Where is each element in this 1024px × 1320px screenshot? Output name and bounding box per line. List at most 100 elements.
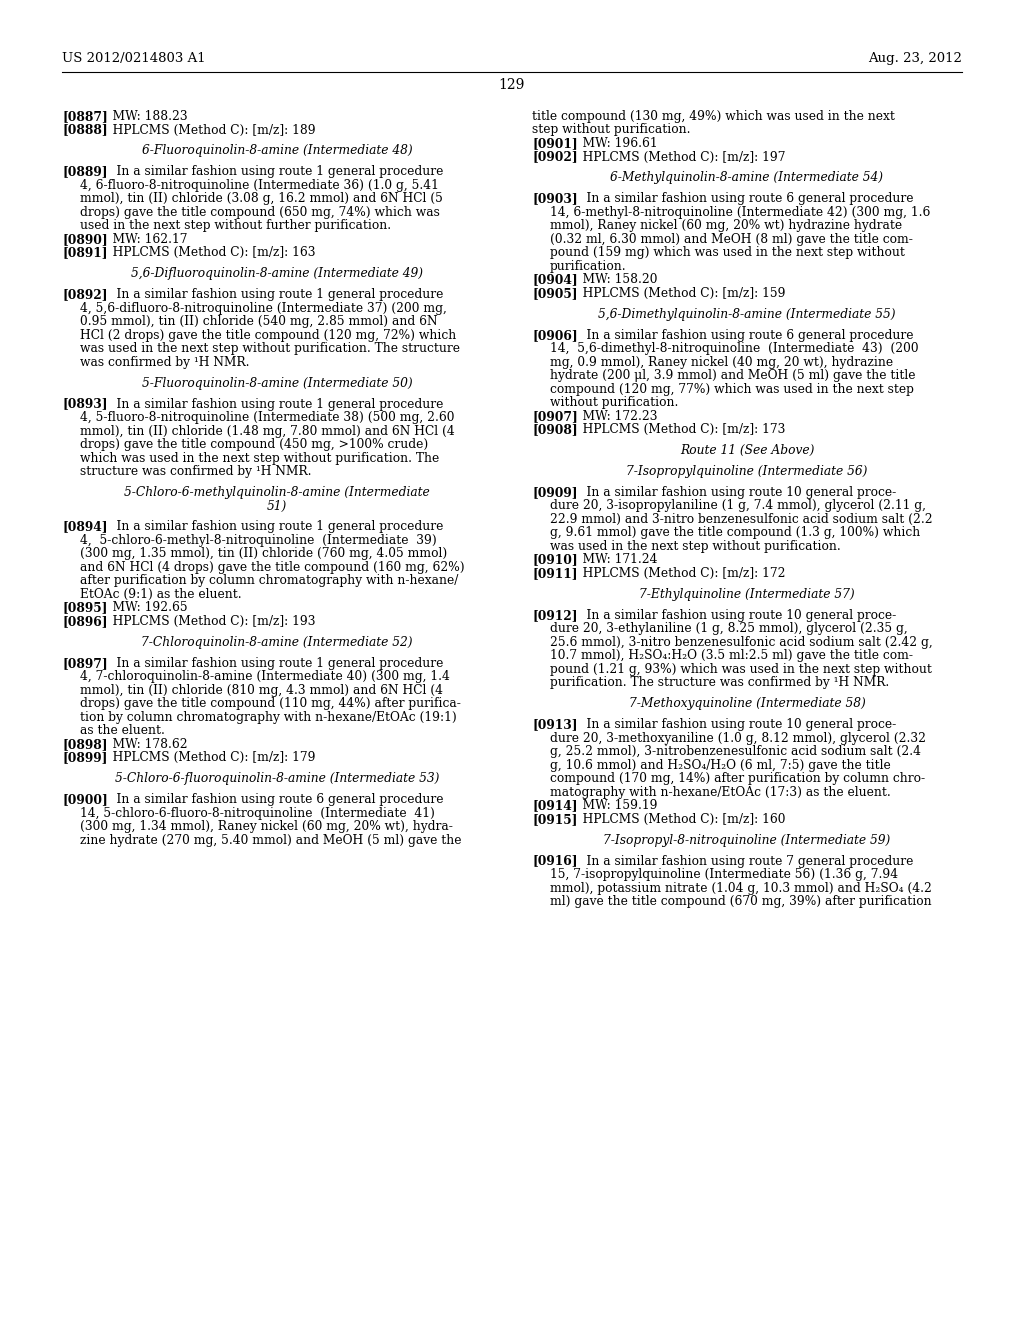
Text: pound (159 mg) which was used in the next step without: pound (159 mg) which was used in the nex… <box>550 247 905 259</box>
Text: [0895]: [0895] <box>62 602 108 614</box>
Text: MW: 171.24: MW: 171.24 <box>571 553 657 566</box>
Text: [0890]: [0890] <box>62 232 108 246</box>
Text: In a similar fashion using route 10 general proce-: In a similar fashion using route 10 gene… <box>571 609 896 622</box>
Text: HPLCMS (Method C): [m/z]: 159: HPLCMS (Method C): [m/z]: 159 <box>571 286 785 300</box>
Text: ml) gave the title compound (670 mg, 39%) after purification: ml) gave the title compound (670 mg, 39%… <box>550 895 932 908</box>
Text: [0915]: [0915] <box>532 813 578 826</box>
Text: 6-Methylquinolin-8-amine (Intermediate 54): 6-Methylquinolin-8-amine (Intermediate 5… <box>610 172 884 185</box>
Text: 5-Fluoroquinolin-8-amine (Intermediate 50): 5-Fluoroquinolin-8-amine (Intermediate 5… <box>141 376 413 389</box>
Text: without purification.: without purification. <box>550 396 678 409</box>
Text: 4,  5-chloro-6-methyl-8-nitroquinoline  (Intermediate  39): 4, 5-chloro-6-methyl-8-nitroquinoline (I… <box>80 533 437 546</box>
Text: [0901]: [0901] <box>532 137 578 150</box>
Text: [0896]: [0896] <box>62 615 108 628</box>
Text: [0893]: [0893] <box>62 397 108 411</box>
Text: [0887]: [0887] <box>62 110 108 123</box>
Text: zine hydrate (270 mg, 5.40 mmol) and MeOH (5 ml) gave the: zine hydrate (270 mg, 5.40 mmol) and MeO… <box>80 834 462 846</box>
Text: 51): 51) <box>267 499 287 512</box>
Text: 4, 6-fluoro-8-nitroquinoline (Intermediate 36) (1.0 g, 5.41: 4, 6-fluoro-8-nitroquinoline (Intermedia… <box>80 178 439 191</box>
Text: 4, 7-chloroquinolin-8-amine (Intermediate 40) (300 mg, 1.4: 4, 7-chloroquinolin-8-amine (Intermediat… <box>80 671 450 684</box>
Text: 4, 5,6-difluoro-8-nitroquinoline (Intermediate 37) (200 mg,: 4, 5,6-difluoro-8-nitroquinoline (Interm… <box>80 302 446 314</box>
Text: HPLCMS (Method C): [m/z]: 179: HPLCMS (Method C): [m/z]: 179 <box>101 751 315 764</box>
Text: (0.32 ml, 6.30 mmol) and MeOH (8 ml) gave the title com-: (0.32 ml, 6.30 mmol) and MeOH (8 ml) gav… <box>550 232 912 246</box>
Text: structure was confirmed by ¹H NMR.: structure was confirmed by ¹H NMR. <box>80 465 311 478</box>
Text: [0892]: [0892] <box>62 288 108 301</box>
Text: (300 mg, 1.35 mmol), tin (II) chloride (760 mg, 4.05 mmol): (300 mg, 1.35 mmol), tin (II) chloride (… <box>80 548 447 561</box>
Text: MW: 172.23: MW: 172.23 <box>571 409 657 422</box>
Text: hydrate (200 μl, 3.9 mmol) and MeOH (5 ml) gave the title: hydrate (200 μl, 3.9 mmol) and MeOH (5 m… <box>550 370 915 383</box>
Text: 15, 7-isopropylquinoline (Intermediate 56) (1.36 g, 7.94: 15, 7-isopropylquinoline (Intermediate 5… <box>550 869 898 880</box>
Text: compound (170 mg, 14%) after purification by column chro-: compound (170 mg, 14%) after purificatio… <box>550 772 925 785</box>
Text: 7-Chloroquinolin-8-amine (Intermediate 52): 7-Chloroquinolin-8-amine (Intermediate 5… <box>141 636 413 649</box>
Text: 7-Isopropylquinoline (Intermediate 56): 7-Isopropylquinoline (Intermediate 56) <box>627 465 867 478</box>
Text: Route 11 (See Above): Route 11 (See Above) <box>680 444 814 457</box>
Text: [0910]: [0910] <box>532 553 578 566</box>
Text: In a similar fashion using route 10 general proce-: In a similar fashion using route 10 gene… <box>571 486 896 499</box>
Text: [0907]: [0907] <box>532 409 578 422</box>
Text: step without purification.: step without purification. <box>532 124 690 136</box>
Text: (300 mg, 1.34 mmol), Raney nickel (60 mg, 20% wt), hydra-: (300 mg, 1.34 mmol), Raney nickel (60 mg… <box>80 820 453 833</box>
Text: In a similar fashion using route 10 general proce-: In a similar fashion using route 10 gene… <box>571 718 896 731</box>
Text: [0898]: [0898] <box>62 738 108 751</box>
Text: 5-Chloro-6-methylquinolin-8-amine (Intermediate: 5-Chloro-6-methylquinolin-8-amine (Inter… <box>124 486 430 499</box>
Text: HPLCMS (Method C): [m/z]: 172: HPLCMS (Method C): [m/z]: 172 <box>571 568 785 579</box>
Text: 7-Isopropyl-8-nitroquinoline (Intermediate 59): 7-Isopropyl-8-nitroquinoline (Intermedia… <box>603 834 891 846</box>
Text: matography with n-hexane/EtOAc (17:3) as the eluent.: matography with n-hexane/EtOAc (17:3) as… <box>550 785 891 799</box>
Text: In a similar fashion using route 1 general procedure: In a similar fashion using route 1 gener… <box>101 165 443 178</box>
Text: In a similar fashion using route 6 general procedure: In a similar fashion using route 6 gener… <box>571 193 913 206</box>
Text: MW: 162.17: MW: 162.17 <box>101 232 187 246</box>
Text: MW: 196.61: MW: 196.61 <box>571 137 657 150</box>
Text: purification. The structure was confirmed by ¹H NMR.: purification. The structure was confirme… <box>550 676 889 689</box>
Text: g, 9.61 mmol) gave the title compound (1.3 g, 100%) which: g, 9.61 mmol) gave the title compound (1… <box>550 527 921 540</box>
Text: [0916]: [0916] <box>532 854 578 867</box>
Text: [0889]: [0889] <box>62 165 108 178</box>
Text: In a similar fashion using route 1 general procedure: In a similar fashion using route 1 gener… <box>101 657 443 669</box>
Text: 25.6 mmol), 3-nitro benzenesulfonic acid sodium salt (2.42 g,: 25.6 mmol), 3-nitro benzenesulfonic acid… <box>550 636 933 649</box>
Text: drops) gave the title compound (650 mg, 74%) which was: drops) gave the title compound (650 mg, … <box>80 206 440 219</box>
Text: [0899]: [0899] <box>62 751 108 764</box>
Text: was confirmed by ¹H NMR.: was confirmed by ¹H NMR. <box>80 355 250 368</box>
Text: EtOAc (9:1) as the eluent.: EtOAc (9:1) as the eluent. <box>80 587 242 601</box>
Text: 0.95 mmol), tin (II) chloride (540 mg, 2.85 mmol) and 6N: 0.95 mmol), tin (II) chloride (540 mg, 2… <box>80 315 437 329</box>
Text: MW: 158.20: MW: 158.20 <box>571 273 657 286</box>
Text: MW: 178.62: MW: 178.62 <box>101 738 187 751</box>
Text: compound (120 mg, 77%) which was used in the next step: compound (120 mg, 77%) which was used in… <box>550 383 913 396</box>
Text: dure 20, 3-methoxyaniline (1.0 g, 8.12 mmol), glycerol (2.32: dure 20, 3-methoxyaniline (1.0 g, 8.12 m… <box>550 731 926 744</box>
Text: drops) gave the title compound (450 mg, >100% crude): drops) gave the title compound (450 mg, … <box>80 438 428 451</box>
Text: was used in the next step without purification. The structure: was used in the next step without purifi… <box>80 342 460 355</box>
Text: [0908]: [0908] <box>532 424 578 436</box>
Text: 5,6-Dimethylquinolin-8-amine (Intermediate 55): 5,6-Dimethylquinolin-8-amine (Intermedia… <box>598 308 896 321</box>
Text: used in the next step without further purification.: used in the next step without further pu… <box>80 219 391 232</box>
Text: purification.: purification. <box>550 260 627 273</box>
Text: dure 20, 3-ethylaniline (1 g, 8.25 mmol), glycerol (2.35 g,: dure 20, 3-ethylaniline (1 g, 8.25 mmol)… <box>550 622 907 635</box>
Text: 5,6-Difluoroquinolin-8-amine (Intermediate 49): 5,6-Difluoroquinolin-8-amine (Intermedia… <box>131 267 423 280</box>
Text: In a similar fashion using route 1 general procedure: In a similar fashion using route 1 gener… <box>101 520 443 533</box>
Text: [0900]: [0900] <box>62 793 108 807</box>
Text: Aug. 23, 2012: Aug. 23, 2012 <box>868 51 962 65</box>
Text: In a similar fashion using route 6 general procedure: In a similar fashion using route 6 gener… <box>571 329 913 342</box>
Text: In a similar fashion using route 7 general procedure: In a similar fashion using route 7 gener… <box>571 854 913 867</box>
Text: and 6N HCl (4 drops) gave the title compound (160 mg, 62%): and 6N HCl (4 drops) gave the title comp… <box>80 561 465 574</box>
Text: [0891]: [0891] <box>62 247 108 259</box>
Text: HPLCMS (Method C): [m/z]: 163: HPLCMS (Method C): [m/z]: 163 <box>101 247 315 259</box>
Text: which was used in the next step without purification. The: which was used in the next step without … <box>80 451 439 465</box>
Text: In a similar fashion using route 1 general procedure: In a similar fashion using route 1 gener… <box>101 288 443 301</box>
Text: 5-Chloro-6-fluoroquinolin-8-amine (Intermediate 53): 5-Chloro-6-fluoroquinolin-8-amine (Inter… <box>115 772 439 785</box>
Text: mg, 0.9 mmol), Raney nickel (40 mg, 20 wt), hydrazine: mg, 0.9 mmol), Raney nickel (40 mg, 20 w… <box>550 355 893 368</box>
Text: drops) gave the title compound (110 mg, 44%) after purifica-: drops) gave the title compound (110 mg, … <box>80 697 461 710</box>
Text: was used in the next step without purification.: was used in the next step without purifi… <box>550 540 841 553</box>
Text: [0904]: [0904] <box>532 273 578 286</box>
Text: HPLCMS (Method C): [m/z]: 197: HPLCMS (Method C): [m/z]: 197 <box>571 150 785 164</box>
Text: dure 20, 3-isopropylaniline (1 g, 7.4 mmol), glycerol (2.11 g,: dure 20, 3-isopropylaniline (1 g, 7.4 mm… <box>550 499 926 512</box>
Text: [0902]: [0902] <box>532 150 578 164</box>
Text: mmol), Raney nickel (60 mg, 20% wt) hydrazine hydrate: mmol), Raney nickel (60 mg, 20% wt) hydr… <box>550 219 902 232</box>
Text: tion by column chromatography with n-hexane/EtOAc (19:1): tion by column chromatography with n-hex… <box>80 710 457 723</box>
Text: [0888]: [0888] <box>62 124 108 136</box>
Text: [0897]: [0897] <box>62 657 108 669</box>
Text: mmol), tin (II) chloride (810 mg, 4.3 mmol) and 6N HCl (4: mmol), tin (II) chloride (810 mg, 4.3 mm… <box>80 684 443 697</box>
Text: MW: 192.65: MW: 192.65 <box>101 602 187 614</box>
Text: 7-Ethylquinoline (Intermediate 57): 7-Ethylquinoline (Intermediate 57) <box>639 587 855 601</box>
Text: 129: 129 <box>499 78 525 92</box>
Text: HPLCMS (Method C): [m/z]: 189: HPLCMS (Method C): [m/z]: 189 <box>101 124 315 136</box>
Text: HPLCMS (Method C): [m/z]: 160: HPLCMS (Method C): [m/z]: 160 <box>571 813 785 826</box>
Text: 6-Fluoroquinolin-8-amine (Intermediate 48): 6-Fluoroquinolin-8-amine (Intermediate 4… <box>141 144 413 157</box>
